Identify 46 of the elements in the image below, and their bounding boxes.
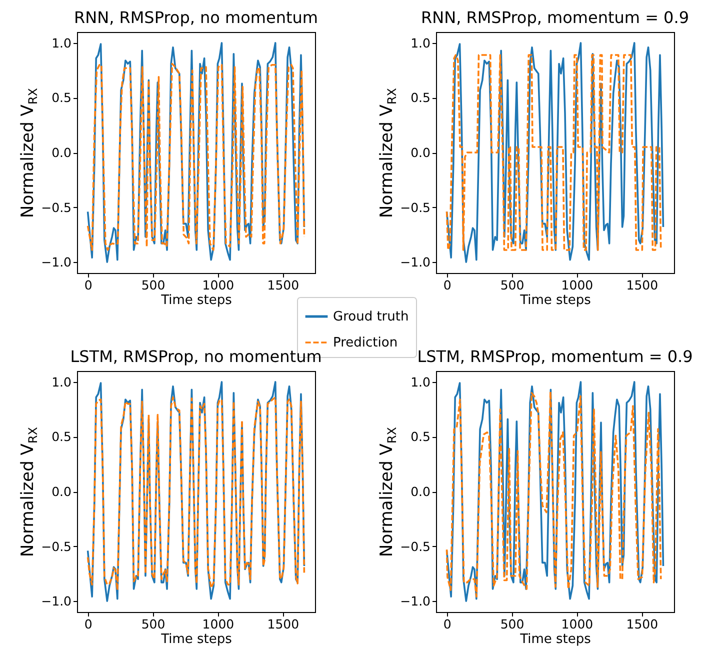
y-tick-label: 1.0 — [52, 35, 72, 50]
y-tick-label: 0.5 — [52, 90, 72, 106]
y-tick-label: 0.0 — [52, 484, 72, 499]
x-tick-label: 1500 — [626, 616, 658, 632]
x-tick-label: 0 — [443, 616, 452, 632]
chart-title: LSTM, RMSProp, momentum = 0.9 — [417, 347, 693, 366]
y-tick-label: −0.5 — [41, 200, 72, 215]
chart-title: RNN, RMSProp, momentum = 0.9 — [421, 8, 689, 27]
x-axis-title: Time steps — [160, 632, 232, 647]
y-tick-label: 1.0 — [52, 374, 72, 390]
y-tick-label: −1.0 — [41, 254, 72, 270]
chart-title: LSTM, RMSProp, no momentum — [70, 347, 322, 366]
x-tick-label: 500 — [500, 616, 524, 632]
x-tick-label: 0 — [84, 616, 92, 632]
x-tick-label: 500 — [141, 278, 166, 292]
y-tick-label: 0.5 — [410, 90, 430, 106]
legend-label: Prediction — [333, 336, 398, 350]
legend-label: Groud truth — [333, 310, 409, 324]
x-axis-title: Time steps — [519, 632, 592, 647]
y-tick-label: −0.5 — [41, 538, 72, 554]
x-tick-label: 1500 — [267, 616, 300, 632]
y-tick-label: 0.5 — [410, 429, 430, 444]
y-tick-label: −0.5 — [400, 538, 430, 554]
x-tick-label: 1000 — [561, 278, 594, 292]
y-tick-label: −1.0 — [400, 254, 431, 270]
y-tick-label: 0.5 — [52, 429, 72, 444]
y-tick-label: −1.0 — [400, 594, 431, 609]
x-tick-label: 500 — [500, 278, 524, 292]
x-tick-label: 1000 — [202, 616, 234, 632]
x-tick-label: 0 — [443, 278, 452, 292]
y-tick-label: −1.0 — [41, 594, 72, 609]
y-tick-label: 1.0 — [410, 374, 431, 390]
y-tick-label: 1.0 — [410, 35, 431, 50]
chart-title: RNN, RMSProp, no momentum — [74, 8, 318, 27]
x-tick-label: 0 — [84, 278, 92, 292]
x-tick-label: 1500 — [267, 278, 300, 292]
y-tick-label: −0.5 — [400, 200, 430, 215]
x-axis-title: Time steps — [519, 293, 592, 308]
x-tick-label: 1000 — [202, 278, 234, 292]
y-tick-label: 0.0 — [410, 484, 431, 499]
x-tick-label: 1000 — [561, 616, 594, 632]
y-tick-label: 0.0 — [52, 145, 72, 160]
y-tick-label: 0.0 — [410, 145, 431, 160]
x-tick-label: 1500 — [626, 278, 658, 292]
x-tick-label: 500 — [141, 616, 166, 632]
x-axis-title: Time steps — [160, 293, 232, 308]
